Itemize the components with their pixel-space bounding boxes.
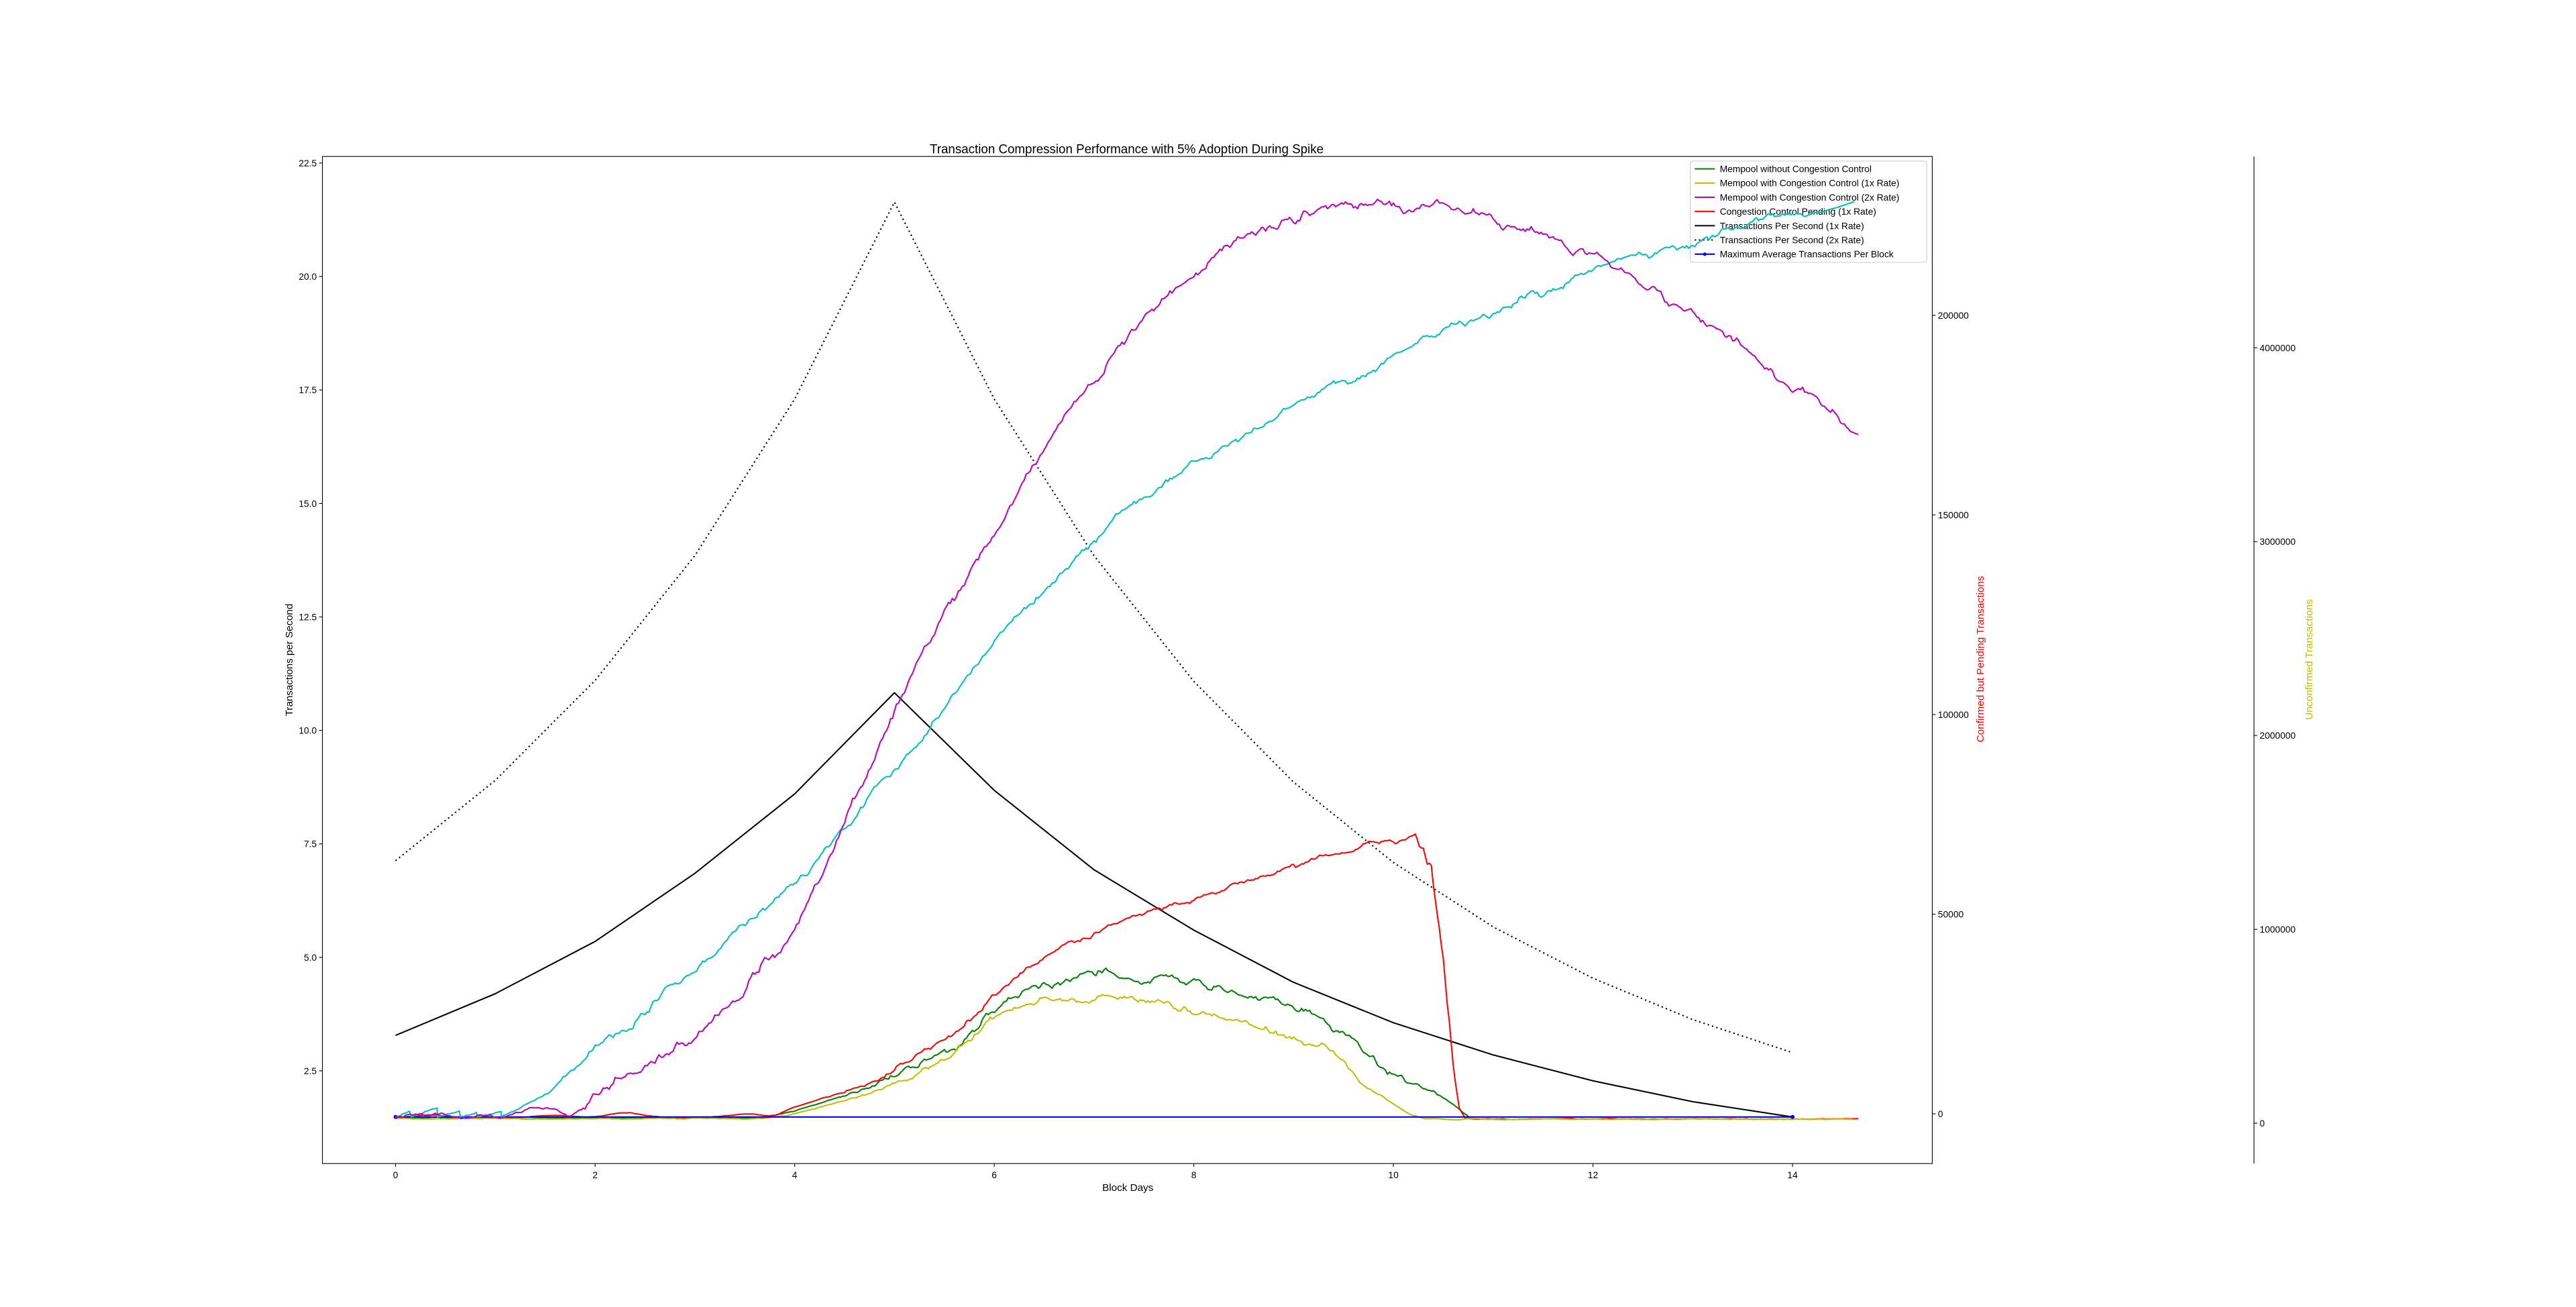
svg-text:Congestion Control Pending (1x: Congestion Control Pending (1x Rate) [1720, 207, 1876, 217]
svg-text:2.5: 2.5 [304, 1066, 317, 1076]
svg-text:15.0: 15.0 [299, 499, 317, 509]
svg-text:Maximum Average Transactions P: Maximum Average Transactions Per Block [1720, 250, 1894, 260]
svg-text:200000: 200000 [1938, 311, 1969, 321]
svg-text:4: 4 [792, 1170, 798, 1180]
svg-text:50000: 50000 [1938, 909, 1964, 919]
svg-text:Transaction Compression Perfor: Transaction Compression Performance with… [930, 143, 1324, 157]
svg-text:8: 8 [1191, 1170, 1197, 1180]
svg-text:Unconfirmed Transactions: Unconfirmed Transactions [2304, 599, 2315, 720]
svg-text:5.0: 5.0 [304, 953, 317, 963]
svg-text:17.5: 17.5 [299, 385, 317, 395]
svg-text:Mempool without Congestion Con: Mempool without Congestion Control [1720, 164, 1872, 174]
svg-text:14: 14 [1787, 1170, 1798, 1180]
svg-text:20.0: 20.0 [299, 272, 317, 282]
svg-text:Transactions Per Second (2x Ra: Transactions Per Second (2x Rate) [1720, 236, 1864, 246]
svg-text:22.5: 22.5 [299, 158, 317, 168]
svg-text:Confirmed but Pending Transact: Confirmed but Pending Transactions [1975, 576, 1986, 742]
svg-text:Transactions per Second: Transactions per Second [284, 604, 295, 717]
svg-text:100000: 100000 [1938, 710, 1969, 720]
svg-text:0: 0 [2259, 1118, 2265, 1129]
svg-text:150000: 150000 [1938, 510, 1969, 520]
svg-text:2: 2 [592, 1170, 598, 1180]
svg-text:3000000: 3000000 [2259, 537, 2296, 547]
svg-text:12.5: 12.5 [299, 612, 317, 622]
svg-text:0: 0 [1938, 1109, 1943, 1119]
svg-text:0: 0 [393, 1170, 398, 1180]
svg-text:10.0: 10.0 [299, 726, 317, 736]
svg-text:Block Days: Block Days [1102, 1182, 1153, 1194]
svg-text:7.5: 7.5 [304, 839, 317, 849]
svg-text:Mempool with Congestion Contro: Mempool with Congestion Control (2x Rate… [1720, 193, 1900, 203]
svg-text:10: 10 [1388, 1170, 1399, 1180]
svg-text:1000000: 1000000 [2259, 925, 2296, 935]
svg-text:Transactions Per Second (1x Ra: Transactions Per Second (1x Rate) [1720, 221, 1864, 231]
svg-text:Mempool with Congestion Contro: Mempool with Congestion Control (1x Rate… [1720, 178, 1900, 189]
svg-text:12: 12 [1588, 1170, 1598, 1180]
svg-text:6: 6 [991, 1170, 997, 1180]
svg-text:2000000: 2000000 [2259, 731, 2296, 741]
svg-text:4000000: 4000000 [2259, 343, 2296, 353]
